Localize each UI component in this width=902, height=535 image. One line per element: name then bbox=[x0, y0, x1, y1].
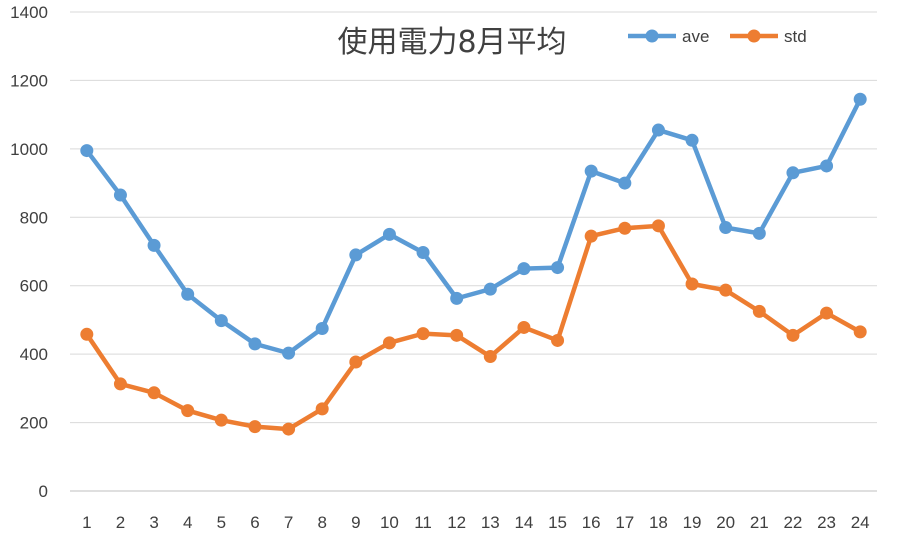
x-tick-label: 5 bbox=[217, 513, 226, 532]
x-tick-label: 11 bbox=[414, 513, 432, 532]
y-tick-label: 1400 bbox=[10, 3, 48, 22]
x-axis-tick-labels: 1 2 3 4 5 6 7 8 9 10 11 12 13 14 15 16 17 18 19 20 21 22 23 24 bbox=[82, 513, 870, 532]
series-line-ave bbox=[84, 97, 863, 356]
data-point-std bbox=[80, 327, 94, 341]
data-point-std bbox=[853, 325, 867, 339]
data-point-std bbox=[551, 333, 565, 347]
x-tick-label: 16 bbox=[582, 513, 601, 532]
data-point-ave bbox=[450, 291, 464, 305]
data-point-std bbox=[349, 355, 363, 369]
data-point-std bbox=[416, 327, 430, 341]
y-tick-label: 0 bbox=[39, 482, 48, 501]
data-point-std bbox=[483, 350, 497, 364]
data-point-std bbox=[282, 422, 296, 436]
data-point-std bbox=[315, 402, 329, 416]
series-line-std bbox=[84, 223, 863, 432]
data-point-ave bbox=[853, 92, 867, 106]
legend-label: ave bbox=[682, 27, 709, 46]
legend-marker bbox=[645, 29, 659, 43]
data-point-ave bbox=[483, 282, 497, 296]
data-point-std bbox=[214, 413, 228, 427]
data-point-ave bbox=[214, 314, 228, 328]
x-tick-label: 24 bbox=[851, 513, 870, 532]
data-point-ave bbox=[181, 287, 195, 301]
data-point-ave bbox=[820, 159, 834, 173]
x-tick-label: 21 bbox=[750, 513, 769, 532]
x-tick-label: 17 bbox=[615, 513, 634, 532]
data-point-std bbox=[685, 277, 699, 291]
data-point-std bbox=[719, 283, 733, 297]
x-tick-label: 18 bbox=[649, 513, 668, 532]
series-ave bbox=[80, 92, 867, 360]
data-point-ave bbox=[651, 123, 665, 137]
x-tick-label: 9 bbox=[351, 513, 360, 532]
data-point-std bbox=[181, 404, 195, 418]
x-tick-label: 13 bbox=[481, 513, 500, 532]
chart-title: 使用電力8月平均 bbox=[337, 25, 566, 60]
data-point-std bbox=[113, 377, 127, 391]
data-point-ave bbox=[416, 246, 430, 260]
data-point-std bbox=[618, 221, 632, 235]
data-point-ave bbox=[584, 164, 598, 178]
x-tick-label: 7 bbox=[284, 513, 293, 532]
data-point-std bbox=[651, 219, 665, 233]
data-point-ave bbox=[786, 166, 800, 180]
data-point-std bbox=[248, 420, 262, 434]
data-point-std bbox=[786, 328, 800, 342]
legend-item-std: std bbox=[730, 27, 807, 46]
y-tick-label: 1200 bbox=[10, 71, 48, 90]
x-tick-label: 20 bbox=[716, 513, 735, 532]
y-tick-label: 200 bbox=[20, 414, 48, 433]
data-point-ave bbox=[752, 226, 766, 240]
x-tick-label: 8 bbox=[317, 513, 326, 532]
legend-item-ave: ave bbox=[628, 27, 709, 46]
legend: ave std bbox=[628, 27, 807, 46]
x-tick-label: 4 bbox=[183, 513, 192, 532]
x-tick-label: 6 bbox=[250, 513, 259, 532]
data-point-std bbox=[517, 320, 531, 334]
data-point-std bbox=[450, 328, 464, 342]
data-point-ave bbox=[551, 261, 565, 275]
x-tick-label: 19 bbox=[683, 513, 702, 532]
data-point-ave bbox=[147, 238, 161, 252]
data-point-ave bbox=[80, 144, 94, 158]
legend-marker bbox=[747, 29, 761, 43]
x-tick-label: 23 bbox=[817, 513, 836, 532]
series-lines bbox=[80, 92, 867, 436]
data-point-ave bbox=[349, 248, 363, 262]
x-tick-label: 1 bbox=[82, 513, 91, 532]
data-point-ave bbox=[719, 221, 733, 235]
y-tick-label: 800 bbox=[20, 208, 48, 227]
data-point-std bbox=[752, 304, 766, 318]
x-tick-label: 12 bbox=[447, 513, 466, 532]
x-tick-label: 14 bbox=[514, 513, 533, 532]
y-tick-label: 400 bbox=[20, 345, 48, 364]
y-axis-tick-labels: 0 200 400 600 800 1000 1200 1400 bbox=[10, 3, 48, 501]
x-tick-label: 3 bbox=[149, 513, 158, 532]
data-point-std bbox=[584, 229, 598, 243]
data-point-std bbox=[147, 386, 161, 400]
data-point-ave bbox=[618, 176, 632, 190]
data-point-ave bbox=[382, 227, 396, 241]
data-point-std bbox=[820, 306, 834, 320]
x-tick-label: 22 bbox=[783, 513, 802, 532]
y-tick-label: 600 bbox=[20, 277, 48, 296]
data-point-ave bbox=[517, 262, 531, 276]
x-tick-label: 2 bbox=[116, 513, 125, 532]
data-point-std bbox=[382, 336, 396, 350]
gridlines bbox=[70, 11, 877, 492]
data-point-ave bbox=[315, 321, 329, 335]
data-point-ave bbox=[282, 346, 296, 360]
y-tick-label: 1000 bbox=[10, 140, 48, 159]
data-point-ave bbox=[248, 337, 262, 351]
series-std bbox=[80, 219, 867, 436]
data-point-ave bbox=[113, 188, 127, 202]
x-tick-label: 15 bbox=[548, 513, 567, 532]
data-point-ave bbox=[685, 133, 699, 147]
legend-label: std bbox=[784, 27, 807, 46]
x-tick-label: 10 bbox=[380, 513, 399, 532]
